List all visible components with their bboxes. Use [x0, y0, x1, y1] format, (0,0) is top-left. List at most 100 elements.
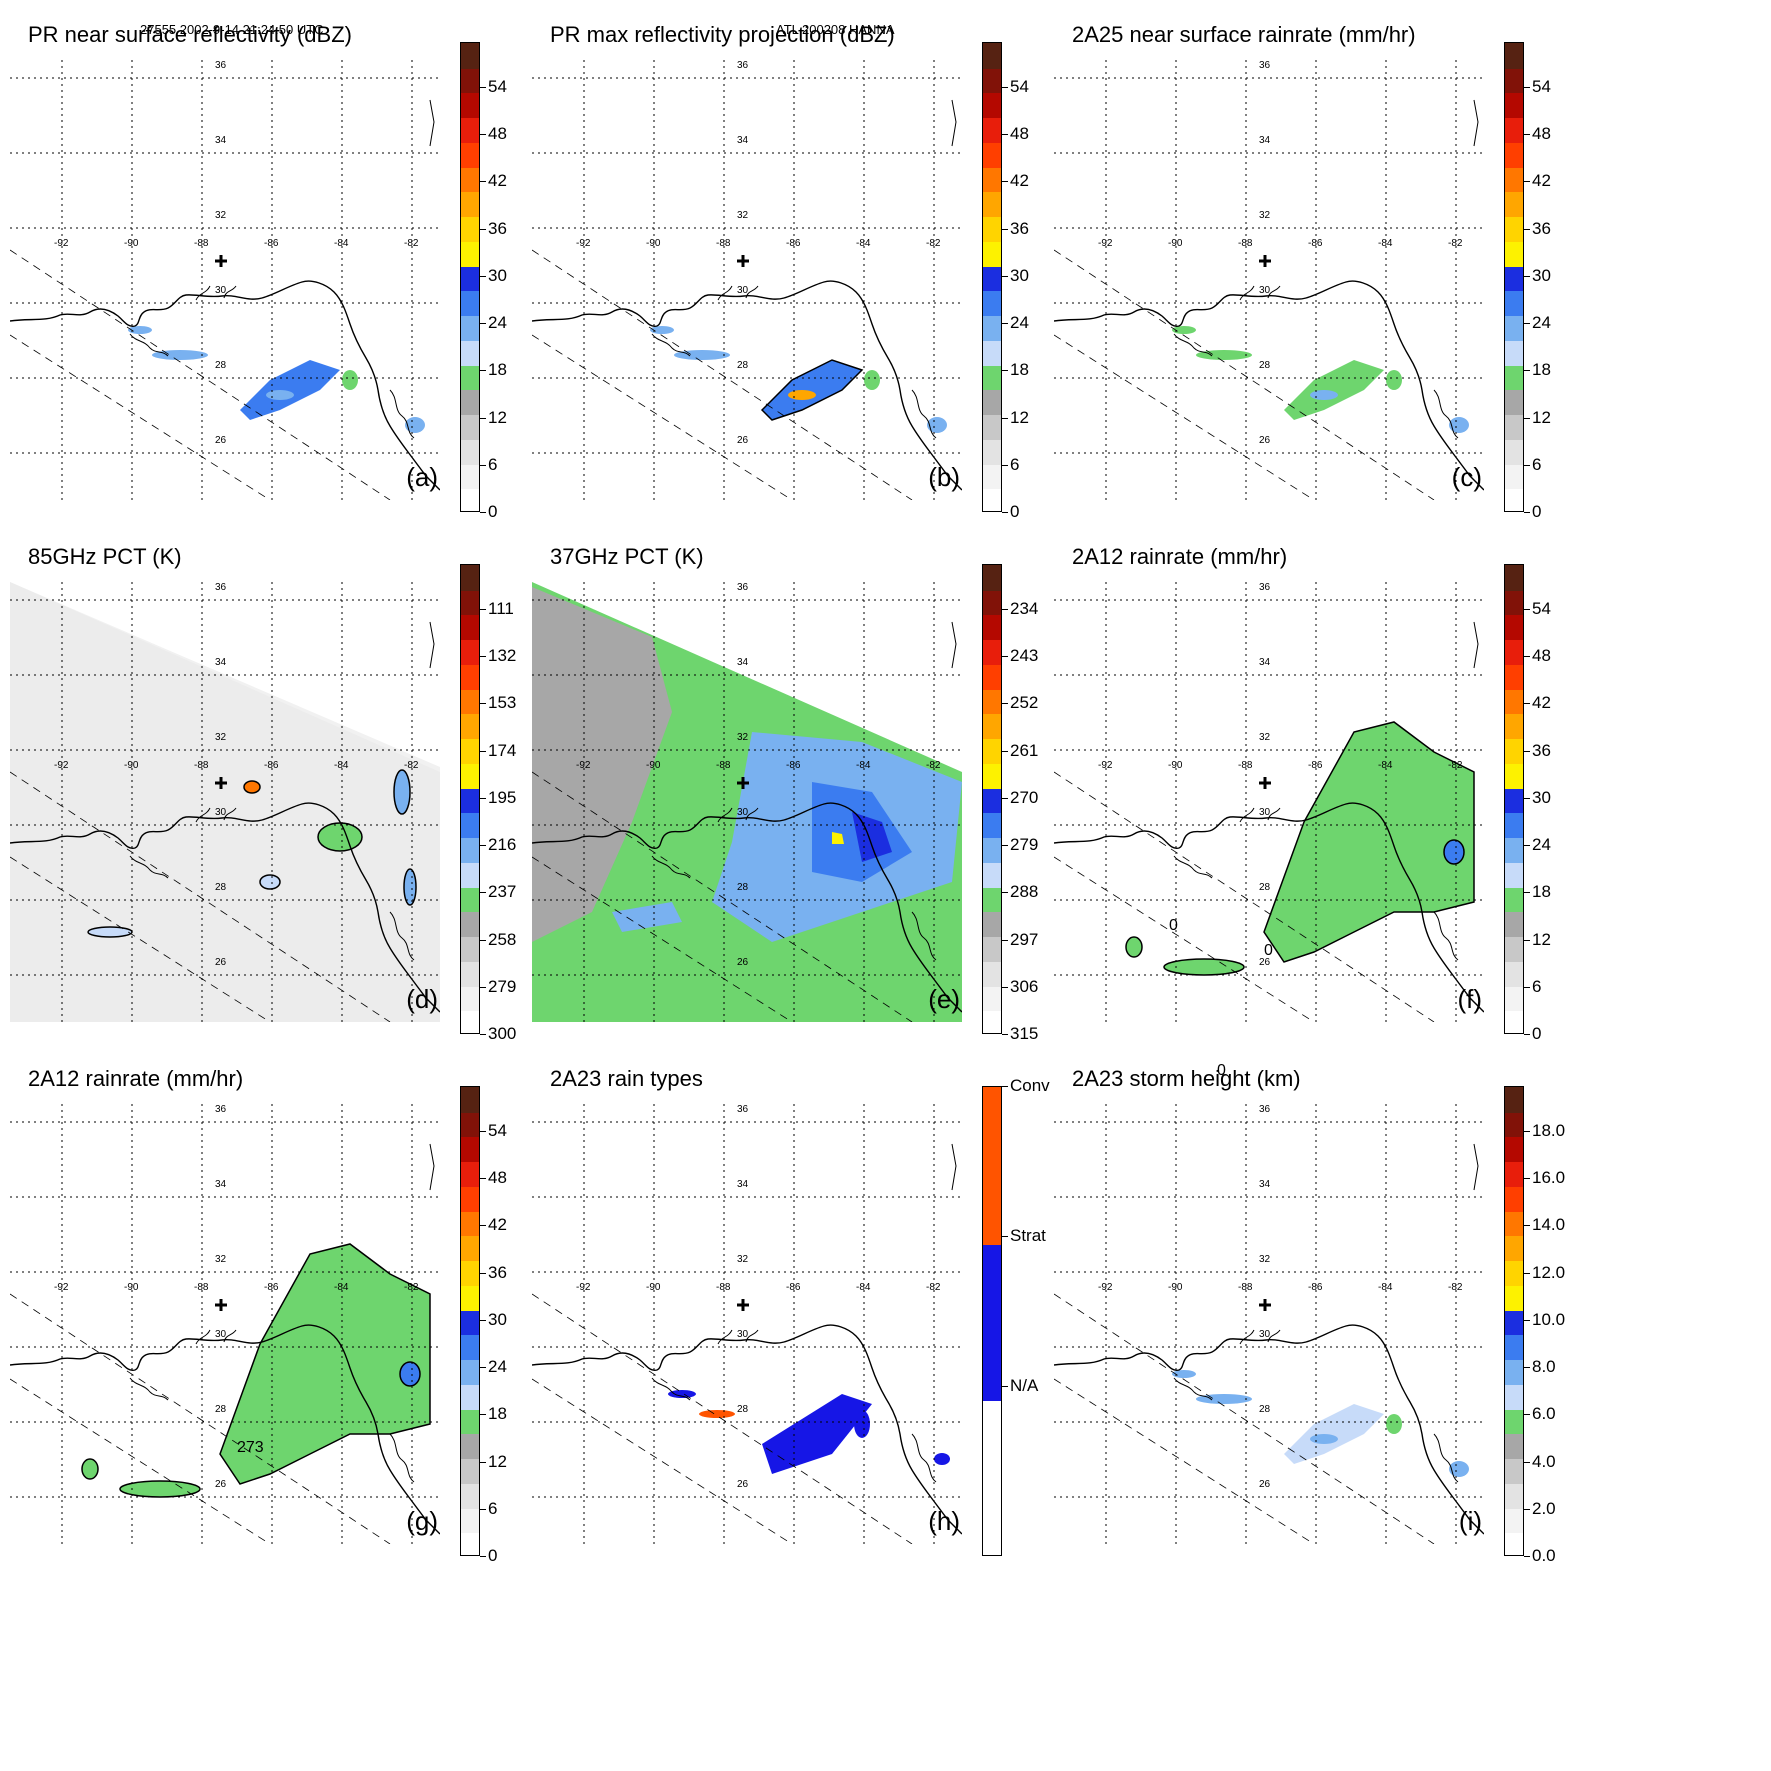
colorbar-segment	[1505, 117, 1523, 143]
colorbar-tick: 0	[1523, 1024, 1542, 1043]
colorbar-segment	[983, 191, 1001, 218]
colorbar-tick: 48	[1524, 646, 1551, 666]
colorbar-tick: 258	[479, 929, 517, 949]
colorbar-segment	[983, 240, 1001, 267]
colorbar-tick: 6.0	[1524, 1404, 1556, 1424]
colorbar-tick: 2.0	[1524, 1498, 1556, 1518]
colorbar-segment	[983, 92, 1001, 119]
panel-title: 85GHz PCT (K)	[28, 544, 182, 569]
lat-label: 36	[737, 60, 749, 71]
colorbar-segment	[983, 960, 1001, 987]
lat-label: 32	[1259, 732, 1271, 743]
lat-label: 30	[215, 1329, 227, 1340]
lat-label: 26	[215, 1479, 227, 1490]
colorbar-tick: 18	[480, 1404, 507, 1424]
colorbar-segment	[1505, 166, 1523, 193]
lon-label: -82	[1448, 760, 1463, 771]
colorbar-segment	[1505, 1185, 1523, 1212]
lon-label: -90	[646, 1282, 661, 1293]
lat-label: 34	[215, 135, 227, 146]
colorbar-segment	[461, 936, 479, 962]
panel-g: 2A12 rainrate (mm/hr) 36 34 32 30 28 26 -92 -90 -…	[0, 1044, 507, 1584]
colorbar-segment	[461, 438, 479, 465]
colorbar-segment	[1505, 339, 1523, 366]
lon-label: -88	[716, 760, 731, 771]
panel-label: (i)	[1458, 1506, 1482, 1536]
colorbar-segment	[1505, 861, 1523, 888]
contour-label: 273	[237, 1439, 264, 1456]
colorbar-tick: 42	[1524, 171, 1551, 191]
colorbar-segment	[461, 141, 479, 168]
colorbar-tick: 24	[1524, 835, 1551, 855]
lon-label: -88	[1238, 1282, 1253, 1293]
colorbar-segment	[983, 565, 1001, 591]
map-plot	[532, 1104, 962, 1544]
colorbar-segment	[1505, 1507, 1523, 1534]
colorbar	[982, 1086, 1002, 1556]
lon-label: -86	[264, 1282, 279, 1293]
panel-b: PR max reflectivity projection (dBZ) 36 34…	[522, 0, 1029, 540]
colorbar-tick: 24	[480, 1357, 507, 1377]
panel-label: (b)	[928, 462, 960, 492]
map-plot	[1054, 1104, 1484, 1544]
colorbar-segment	[461, 589, 479, 616]
colorbar-segment	[461, 240, 479, 267]
colorbar-segment	[1505, 1235, 1523, 1262]
lon-label: -86	[1308, 1282, 1323, 1293]
colorbar-segment	[983, 488, 1001, 511]
colorbar-segment	[461, 837, 479, 863]
colorbar-tick: 0	[479, 1546, 498, 1565]
lat-label: 26	[1259, 1479, 1271, 1490]
colorbar-segment	[983, 985, 1001, 1012]
colorbar-segment	[983, 787, 1001, 814]
colorbar-segment	[1505, 738, 1523, 764]
colorbar-segment	[461, 290, 479, 317]
colorbar-segment	[461, 1482, 479, 1509]
lat-label: 32	[215, 732, 227, 743]
colorbar-tick: 36	[480, 218, 507, 238]
colorbar	[1504, 1086, 1524, 1556]
panel-label: (c)	[1451, 462, 1482, 492]
colorbar-segment	[1505, 463, 1523, 490]
colorbar-segment	[1505, 663, 1523, 690]
colorbar-segment	[1505, 911, 1523, 938]
colorbar-segment	[1505, 713, 1523, 740]
colorbar-segment	[983, 812, 1001, 839]
lon-label: -86	[264, 760, 279, 771]
colorbar-segment	[1505, 936, 1523, 962]
colorbar-tick: 261	[1001, 740, 1039, 760]
colorbar	[982, 42, 1002, 512]
colorbar-segment	[1505, 837, 1523, 863]
contour-label: 0	[1264, 942, 1273, 959]
colorbar-segment	[461, 1185, 479, 1212]
lat-label: 26	[1259, 957, 1271, 968]
colorbar-tick: 234	[1001, 599, 1039, 618]
colorbar-segment	[461, 1111, 479, 1138]
colorbar-segment	[1505, 1383, 1523, 1410]
colorbar-tick: 30	[480, 1309, 507, 1329]
colorbar-tick: 237	[479, 882, 517, 902]
colorbar-segment	[461, 166, 479, 193]
colorbar-segment	[461, 67, 479, 94]
lon-label: -82	[404, 1282, 419, 1293]
colorbar-tick: 18.0	[1523, 1121, 1566, 1140]
colorbar-segment	[1505, 1284, 1523, 1311]
colorbar-tick: 42	[480, 171, 507, 191]
lat-label: 36	[215, 582, 227, 593]
colorbar-segment	[1505, 565, 1523, 591]
panel-label: (f)	[1457, 984, 1482, 1014]
panel-label: (d)	[406, 984, 438, 1014]
lon-label: -90	[124, 760, 139, 771]
colorbar-segment	[461, 787, 479, 814]
lon-label: -92	[1098, 238, 1113, 249]
colorbar-segment	[983, 290, 1001, 317]
colorbar-tick: 0	[479, 502, 498, 521]
colorbar-segment	[461, 1334, 479, 1361]
colorbar-tick: 14.0	[1523, 1215, 1566, 1235]
panel-title: 2A23 storm height (km)	[1072, 1066, 1301, 1091]
panel-label: (a)	[406, 462, 438, 492]
colorbar-tick: 279	[479, 976, 517, 996]
lat-label: 36	[215, 1104, 227, 1115]
colorbar-segment	[983, 364, 1001, 391]
colorbar-segment	[983, 339, 1001, 366]
